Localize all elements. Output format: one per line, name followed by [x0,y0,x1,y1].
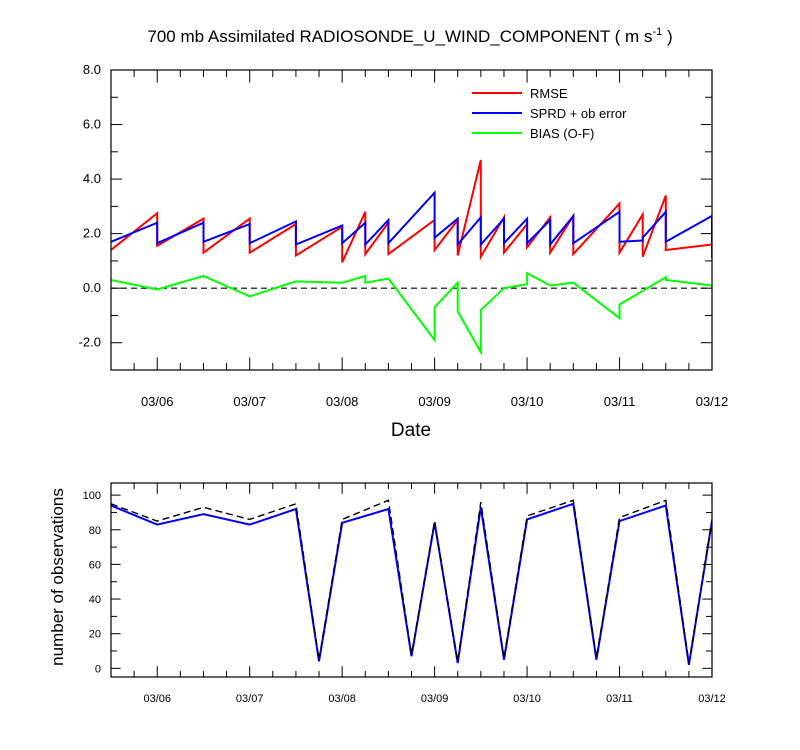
x-axis-label: Date [391,420,431,441]
y-tick-label: 20 [89,629,101,641]
top-plot-frame [110,69,713,371]
x-tick-label: 03/10 [511,394,544,409]
x-tick-label: 03/08 [326,394,359,409]
x-tick-label: 03/12 [698,693,726,705]
title-unit-exponent: -1 [652,26,662,38]
y-tick-label: 4.0 [83,171,101,186]
series-line-dashed [111,499,712,664]
bottom-plot-frame [110,482,713,678]
x-tick-label: 03/09 [421,693,449,705]
x-tick-label: 03/07 [233,394,266,409]
x-tick-label: 03/11 [604,394,636,409]
top-y-ticks: 8.0 6.0 4.0 2.0 0.0 -2.0 [79,62,712,350]
y-tick-label: 8.0 [83,62,101,77]
top-x-ticks: 03/06 03/07 03/08 03/09 03/10 03/11 03/12 [110,70,729,409]
series-line-bias-o-f [111,271,712,357]
chart-title: 700 mb Assimilated RADIOSONDE_U_WIND_COM… [147,26,672,46]
x-tick-label: 03/12 [696,394,729,409]
legend-label: SPRD + ob error [530,106,627,121]
x-tick-label: 03/07 [236,693,264,705]
x-tick-label: 03/06 [143,693,171,705]
top-panel: 03/06 03/07 03/08 03/09 03/10 03/11 03/12 8.0 6… [79,62,729,441]
y-tick-label: 100 [83,490,101,502]
x-tick-label: 03/08 [328,693,356,705]
bottom-y-ticks: 100 80 60 40 20 0 [83,490,712,675]
legend-label: RMSE [530,86,568,101]
y-tick-label: 60 [89,559,101,571]
title-end: ) [662,27,672,46]
series-line-solid [111,502,712,666]
bottom-panel: 03/06 03/07 03/08 03/09 03/10 03/11 03/12 100 8… [48,482,726,705]
y-tick-label: 6.0 [83,117,101,132]
x-tick-label: 03/10 [513,693,541,705]
legend: RMSE SPRD + ob error BIAS (O-F) [472,86,627,141]
x-tick-label: 03/09 [418,394,451,409]
legend-label: BIAS (O-F) [530,126,594,141]
series-line-sprd-ob-error [111,190,712,248]
top-series [111,159,712,357]
y-tick-label: 0 [95,663,101,675]
y-tick-label: 80 [89,525,101,537]
y-tick-label: 0.0 [83,280,101,295]
x-tick-label: 03/06 [141,394,174,409]
title-main: 700 mb Assimilated RADIOSONDE_U_WIND_COM… [147,27,652,46]
y-tick-label: 40 [89,594,101,606]
y-tick-label: -2.0 [79,335,101,350]
bottom-x-ticks: 03/06 03/07 03/08 03/09 03/10 03/11 03/12 [110,483,726,705]
y-axis-label: number of observations [48,488,67,666]
x-tick-label: 03/11 [606,693,633,705]
bottom-series [111,499,712,666]
y-tick-label: 2.0 [83,226,101,241]
